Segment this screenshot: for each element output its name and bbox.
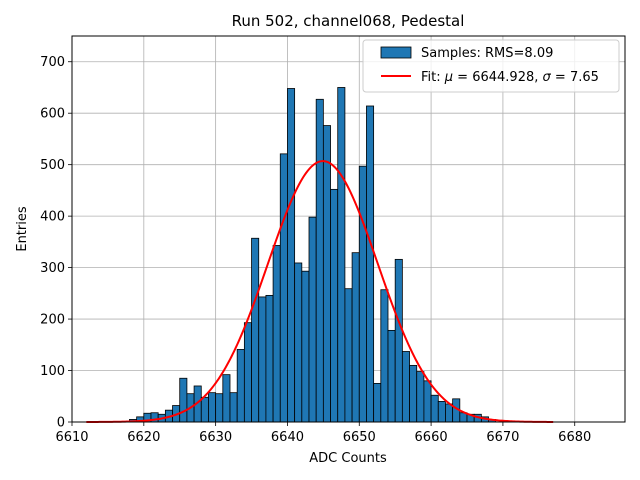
x-tick-label: 6670: [486, 430, 519, 445]
legend-fit-label: Fit: μ = 6644.928, σ = 7.65: [421, 70, 599, 85]
x-tick-label: 6610: [55, 430, 88, 445]
chart-title: Run 502, channel068, Pedestal: [232, 12, 465, 30]
y-tick-label: 600: [40, 107, 65, 122]
x-tick-label: 6640: [271, 430, 304, 445]
histogram-bar: [351, 252, 360, 423]
histogram-bar: [380, 289, 389, 423]
legend-box: [362, 39, 620, 93]
histogram-bar: [344, 288, 353, 423]
histogram-bar: [416, 371, 425, 423]
histogram-bar: [258, 296, 267, 423]
histogram-bar: [251, 237, 260, 423]
histogram-bar: [366, 105, 375, 423]
histogram-bar: [279, 153, 288, 423]
histogram-bar: [294, 262, 303, 423]
histogram-bar: [308, 216, 317, 423]
y-tick-label: 300: [40, 261, 65, 276]
legend-fit-sigma-eq: =: [551, 70, 570, 85]
x-tick-label: 6620: [127, 430, 160, 445]
histogram-bar: [373, 382, 382, 423]
histogram-bar: [222, 374, 231, 423]
legend-fit-mu-eq: =: [453, 70, 472, 85]
histogram-bar: [445, 403, 454, 423]
y-tick-label: 500: [40, 158, 65, 173]
y-axis-label: Entries: [15, 206, 30, 252]
histogram-bar: [430, 394, 439, 423]
histogram-bar: [208, 392, 217, 423]
histogram-bar: [301, 270, 310, 423]
y-tick-label: 700: [40, 55, 65, 70]
histogram-bar: [229, 392, 238, 423]
x-tick-label: 6650: [343, 430, 376, 445]
histogram-bar: [243, 322, 252, 423]
histogram-bar: [322, 125, 331, 423]
plot-frame: [71, 35, 626, 423]
fit-curve: [86, 160, 554, 423]
histogram-bar: [401, 351, 410, 423]
histogram-bar: [387, 329, 396, 423]
histogram-bar: [358, 165, 367, 423]
histogram-bar: [315, 98, 324, 423]
x-tick-label: 6630: [199, 430, 232, 445]
histogram-bar: [330, 188, 339, 423]
histogram-bar: [409, 364, 418, 423]
legend-fit-sigma-symbol: σ: [543, 70, 552, 85]
legend-fit-mu-symbol: μ: [444, 70, 453, 85]
histogram-bar: [337, 87, 346, 423]
y-tick-label: 0: [57, 416, 65, 431]
histogram-bar: [179, 377, 188, 423]
legend-samples-label: Samples: RMS=8.09: [421, 46, 553, 61]
histogram-bars: [129, 87, 497, 423]
x-tick-label: 6660: [415, 430, 448, 445]
x-axis-label: ADC Counts: [309, 451, 387, 466]
y-tick-label: 400: [40, 210, 65, 225]
histogram-bar: [200, 396, 209, 423]
fit-curve-layer: [86, 160, 554, 423]
legend-fit-separator: ,: [534, 70, 542, 85]
histogram-bar: [437, 401, 446, 423]
histogram-bar: [423, 380, 432, 423]
legend-fit-sigma-value: 7.65: [570, 70, 599, 85]
legend: Samples: RMS=8.09 Fit: μ = 6644.928, σ =…: [362, 39, 620, 93]
histogram-bar: [287, 88, 296, 423]
x-tick-label: 6680: [558, 430, 591, 445]
histogram-bar: [394, 258, 403, 423]
axis-ticks: 6610 6620 6630 6640 6650 6660 6670 6680 0 100 200 3…: [40, 55, 591, 445]
histogram-bar: [272, 245, 281, 423]
histogram-bar: [215, 393, 224, 423]
y-tick-label: 200: [40, 313, 65, 328]
legend-samples-swatch: [380, 46, 412, 59]
legend-fit-mu-value: 6644.928: [472, 70, 534, 85]
histogram-bar: [236, 349, 245, 423]
y-tick-label: 100: [40, 364, 65, 379]
histogram-bar: [265, 294, 274, 423]
legend-fit-prefix: Fit:: [421, 70, 445, 85]
